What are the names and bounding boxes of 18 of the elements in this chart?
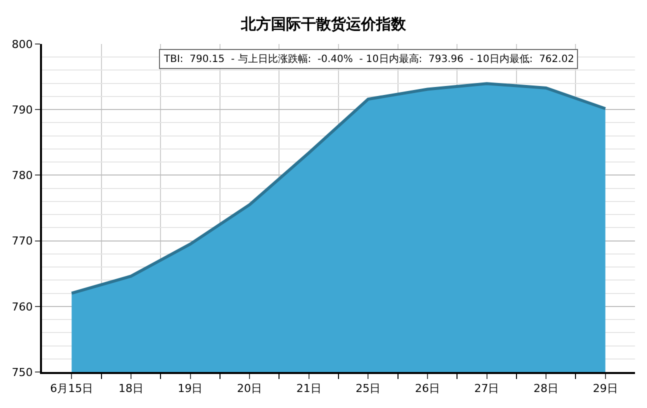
x-tick-label: 25日 [356,382,381,396]
x-tick-label: 21日 [296,382,322,396]
annotation: TBI: 790.15 - 与上日比涨跌幅: -0.40% - 10日内最高: 793.96 - 10日内最低: 762.02 [163,53,574,65]
y-tick-label: 790 [12,103,33,116]
x-tick-label: 19日 [178,382,203,396]
x-tick-label: 29日 [592,382,618,396]
x-tick-label: 26日 [414,382,440,396]
x-tick-label: 6月15日 [50,382,94,396]
y-tick-label: 780 [12,169,33,182]
y-tick-label: 770 [12,234,33,248]
x-tick-label: 28日 [534,382,559,396]
x-tick-label: 20日 [237,382,262,396]
y-tick-label: 800 [12,38,33,51]
y-tick-label: 750 [12,366,33,379]
chart-title: 北方国际干散货运价指数 [240,14,407,33]
x-tick-label: 27日 [474,382,500,396]
x-tick-label: 18日 [118,382,144,396]
y-tick-label: 760 [12,300,33,314]
